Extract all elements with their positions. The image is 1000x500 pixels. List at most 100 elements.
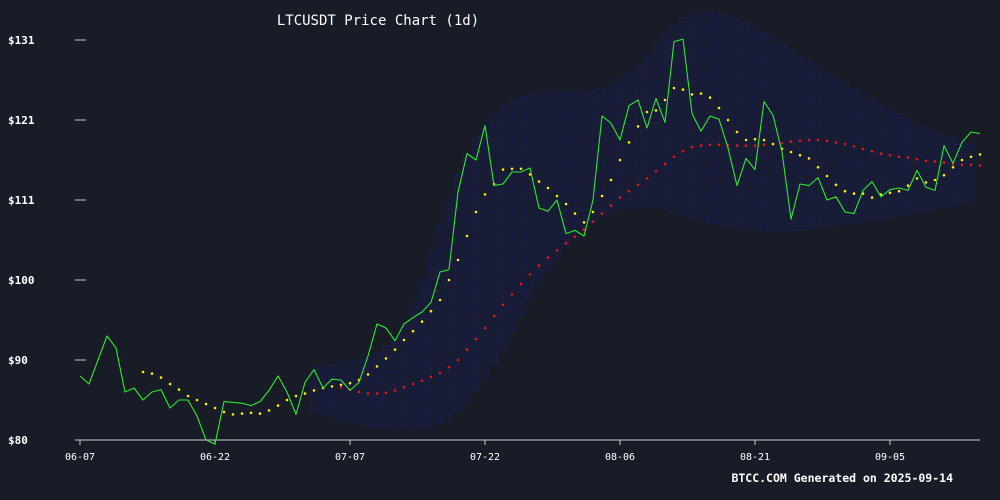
slow-ma-point [582, 228, 586, 231]
fast-ma-point [168, 382, 172, 386]
slow-ma-point [798, 139, 802, 143]
fast-ma-point [519, 167, 523, 171]
slow-ma-point [753, 144, 757, 147]
slow-ma-point [411, 382, 415, 386]
fast-ma-point [735, 130, 739, 134]
slow-ma-point [393, 389, 397, 392]
slow-ma-point [528, 273, 532, 276]
slow-ma-point [627, 189, 631, 193]
footer-credit: BTCC.COM Generated on 2025-09-14 [731, 471, 953, 485]
price-layer [79, 38, 981, 445]
fast-ma-point [420, 320, 424, 323]
fast-ma-point [267, 409, 271, 412]
fast-ma-point [906, 184, 910, 187]
fast-ma-point [510, 167, 514, 171]
fast-ma-point [348, 381, 352, 385]
slow-ma-point [978, 164, 982, 167]
fast-ma-point [636, 125, 640, 128]
fast-ma-point [213, 406, 217, 410]
slow-ma-point [357, 390, 361, 394]
slow-ma-point [645, 177, 649, 180]
slow-ma-layer [339, 138, 982, 395]
slow-ma-point [879, 152, 883, 155]
fast-ma-point [717, 106, 721, 110]
fast-ma-point [951, 165, 955, 169]
slow-ma-point [699, 144, 703, 147]
fast-ma-point [141, 370, 145, 374]
slow-ma-point [888, 153, 892, 157]
fast-ma-point [663, 98, 667, 102]
fast-ma-point [699, 92, 703, 95]
fast-ma-point [744, 138, 748, 142]
fast-ma-point [762, 138, 766, 142]
slow-ma-point [744, 144, 748, 147]
fast-ma-point [771, 142, 775, 146]
fast-ma-point [303, 392, 307, 395]
slow-ma-point [834, 141, 838, 144]
fast-ma-point [591, 210, 595, 214]
fast-ma-point [825, 174, 829, 178]
fast-ma-point [888, 191, 892, 195]
fast-ma-point [960, 158, 964, 162]
chart-title: LTCUSDT Price Chart (1d) [276, 13, 480, 29]
slow-ma-point [402, 385, 406, 389]
slow-ma-point [501, 303, 505, 307]
slow-ma-point [510, 293, 514, 296]
y-tick-label: $131 [8, 34, 35, 47]
slow-ma-point [861, 147, 865, 151]
slow-ma-point [906, 156, 910, 159]
slow-ma-point [555, 249, 559, 252]
fast-ma-point [600, 194, 604, 198]
slow-ma-point [591, 220, 595, 223]
slow-ma-point [636, 183, 640, 187]
x-tick-label: 08-06 [605, 452, 635, 463]
slow-ma-point [492, 314, 496, 318]
fast-ma-point [933, 178, 937, 182]
slow-ma-point [825, 139, 829, 143]
fast-ma-point [546, 186, 550, 190]
fast-ma-point [609, 178, 613, 182]
slow-ma-point [654, 169, 658, 173]
y-tick-label: $121 [8, 114, 35, 127]
band-layer [310, 12, 975, 430]
slow-ma-point [870, 149, 874, 153]
fast-ma-point [465, 234, 469, 238]
fast-ma-point [150, 372, 154, 375]
fast-ma-point [411, 329, 415, 333]
slow-ma-point [465, 348, 469, 351]
slow-ma-point [807, 138, 811, 142]
fast-ma-point [753, 137, 757, 141]
x-tick-label: 06-22 [200, 452, 230, 463]
fast-ma-point [177, 388, 181, 391]
fast-ma-point [627, 141, 631, 144]
slow-ma-point [942, 161, 946, 164]
slow-ma-point [708, 143, 712, 147]
x-tick-label: 08-21 [740, 452, 770, 463]
x-tick-label: 07-22 [470, 452, 500, 463]
slow-ma-point [420, 379, 424, 383]
fast-ma-point [798, 153, 802, 157]
fast-ma-point [618, 158, 622, 162]
y-tick-label: $100 [8, 274, 35, 287]
slow-ma-point [780, 141, 784, 145]
fast-ma-point [672, 86, 676, 90]
slow-ma-point [969, 163, 973, 167]
slow-ma-point [438, 371, 442, 375]
fast-ma-point [204, 402, 208, 406]
slow-ma-point [600, 212, 604, 215]
tick-label-layer: $80 $90 $100 $111 $121 $131 06-07 06-22 07-07 07-… [8, 34, 905, 463]
y-tick-label: $111 [8, 194, 35, 207]
fast-ma-point [258, 412, 262, 415]
slow-ma-point [717, 143, 721, 147]
slow-ma-point [339, 385, 343, 389]
fast-ma-point [222, 410, 226, 414]
fast-ma-point [690, 93, 694, 96]
fast-ma-point [726, 118, 730, 122]
fast-ma-point [249, 411, 253, 415]
fast-ma-point [285, 398, 289, 402]
fast-ma-point [330, 385, 334, 388]
x-tick-label: 07-07 [335, 452, 365, 463]
fast-ma-point [915, 177, 919, 180]
fast-ma-point [186, 394, 190, 398]
x-tick-label: 09-05 [875, 452, 905, 463]
